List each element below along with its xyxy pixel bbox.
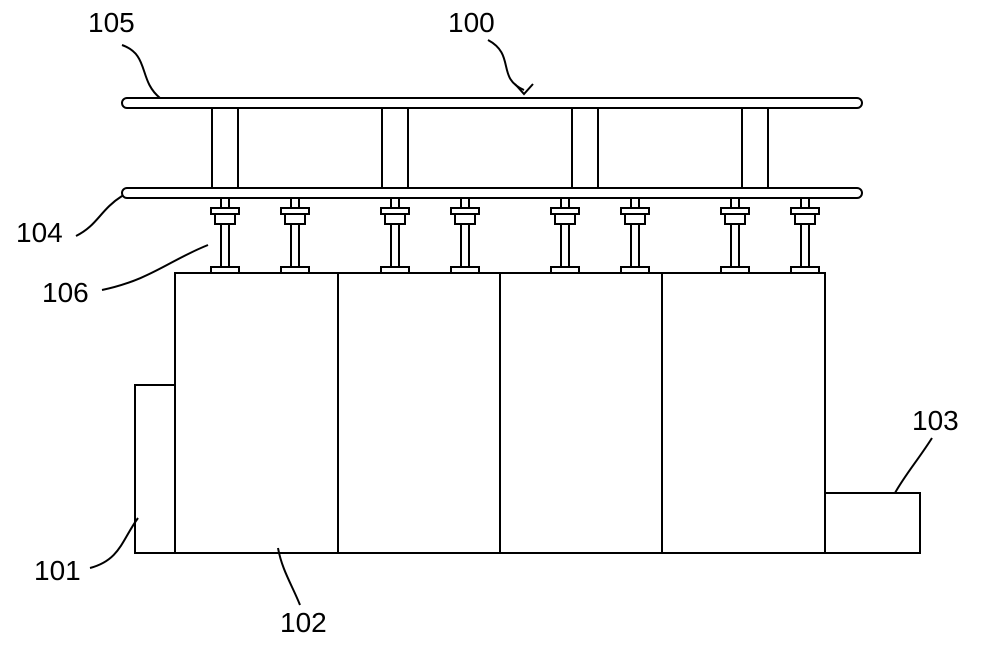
ref-label-103: 103 <box>912 405 959 436</box>
mid-post-nut <box>795 214 815 224</box>
mid-post-pin <box>221 198 229 208</box>
leader-102 <box>278 548 300 605</box>
mid-post-nut <box>725 214 745 224</box>
top-plate <box>122 98 862 108</box>
mid-post-pin <box>631 198 639 208</box>
mid-post-pin <box>561 198 569 208</box>
mid-post-stem <box>631 224 639 267</box>
leader-104 <box>76 196 122 236</box>
mid-post-nut <box>385 214 405 224</box>
mid-post-nut <box>215 214 235 224</box>
mid-post-foot <box>721 267 749 273</box>
ref-label-100: 100 <box>448 7 495 38</box>
ref-label-105: 105 <box>88 7 135 38</box>
ref-label-106: 106 <box>42 277 89 308</box>
mid-post-foot <box>791 267 819 273</box>
ref-label-102: 102 <box>280 607 327 638</box>
leader-103 <box>895 438 932 493</box>
mid-post-stem <box>731 224 739 267</box>
mid-post-pin <box>731 198 739 208</box>
mid-post-nut <box>285 214 305 224</box>
mid-post-nut <box>455 214 475 224</box>
right-block <box>825 493 920 553</box>
leader-101 <box>90 518 138 568</box>
mid-post-stem <box>221 224 229 267</box>
mid-post-pin <box>391 198 399 208</box>
mid-post-foot <box>381 267 409 273</box>
mid-post-pin <box>291 198 299 208</box>
mid-post-stem <box>801 224 809 267</box>
left-block <box>135 385 175 553</box>
mid-post-foot <box>451 267 479 273</box>
technical-diagram: 100 105 104 106 101 102 103 <box>0 0 1000 647</box>
mid-post-foot <box>621 267 649 273</box>
mid-post-pin <box>801 198 809 208</box>
mid-post-foot <box>551 267 579 273</box>
mid-post-foot <box>211 267 239 273</box>
mid-plate <box>122 188 862 198</box>
leader-105 <box>122 45 160 98</box>
mid-post-stem <box>561 224 569 267</box>
mid-post-pin <box>461 198 469 208</box>
leader-100 <box>488 40 524 90</box>
mid-post-foot <box>281 267 309 273</box>
mid-post-stem <box>291 224 299 267</box>
ref-label-104: 104 <box>16 217 63 248</box>
mid-post-stem <box>461 224 469 267</box>
mid-post-nut <box>625 214 645 224</box>
mid-post-nut <box>555 214 575 224</box>
leader-106 <box>102 245 208 290</box>
mid-post-stem <box>391 224 399 267</box>
ref-label-101: 101 <box>34 555 81 586</box>
